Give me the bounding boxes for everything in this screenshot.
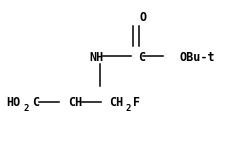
Text: C: C	[138, 51, 145, 64]
Text: HO: HO	[6, 97, 20, 109]
Text: CH: CH	[110, 97, 124, 109]
Text: CH: CH	[68, 97, 83, 109]
Text: 2: 2	[24, 104, 29, 113]
Text: O: O	[139, 11, 147, 24]
Text: F: F	[133, 97, 140, 109]
Text: OBu-t: OBu-t	[179, 51, 215, 64]
Text: 2: 2	[126, 104, 131, 113]
Text: C: C	[32, 97, 40, 109]
Text: NH: NH	[90, 51, 104, 64]
